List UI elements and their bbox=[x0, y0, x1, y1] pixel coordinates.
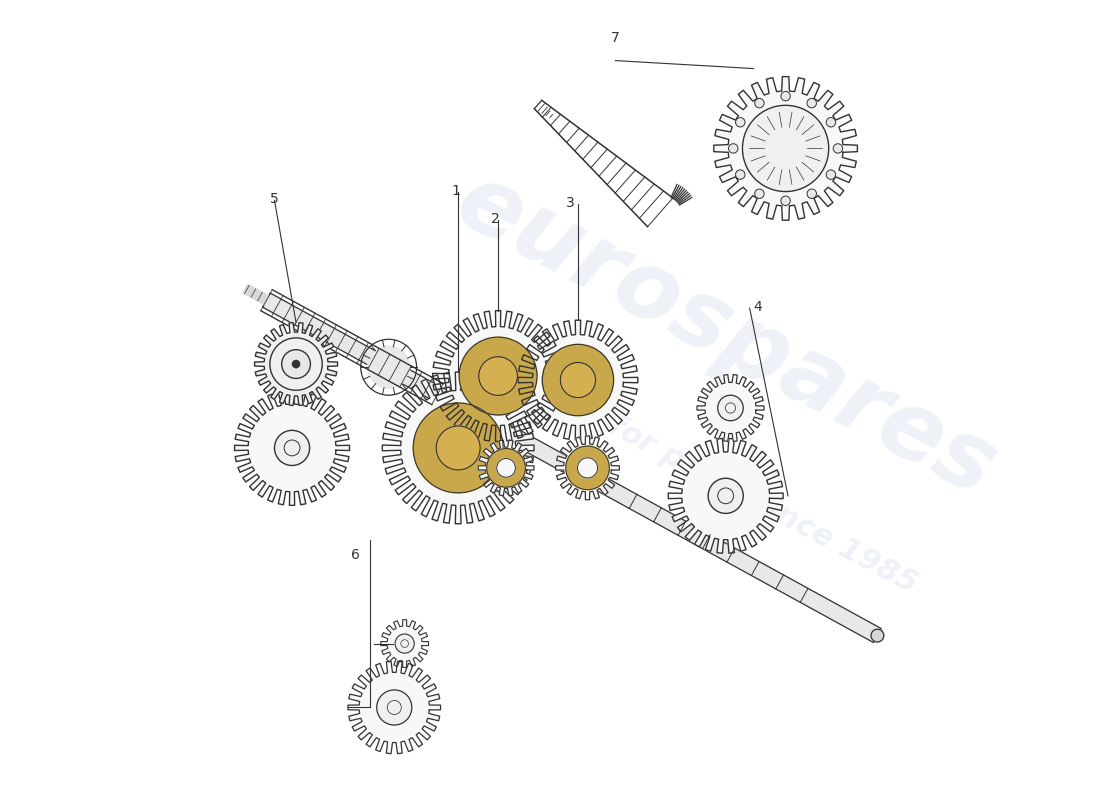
Circle shape bbox=[742, 106, 828, 191]
Circle shape bbox=[487, 449, 526, 487]
Circle shape bbox=[833, 144, 843, 153]
Polygon shape bbox=[432, 310, 563, 442]
Circle shape bbox=[414, 403, 503, 493]
Circle shape bbox=[736, 170, 745, 179]
Circle shape bbox=[755, 98, 764, 108]
Circle shape bbox=[781, 91, 790, 101]
Polygon shape bbox=[669, 438, 783, 554]
Circle shape bbox=[459, 337, 537, 415]
Circle shape bbox=[736, 118, 745, 127]
Polygon shape bbox=[518, 320, 638, 440]
Circle shape bbox=[292, 360, 300, 368]
Circle shape bbox=[807, 98, 816, 108]
Text: 3: 3 bbox=[565, 196, 574, 210]
Circle shape bbox=[826, 170, 836, 179]
Circle shape bbox=[826, 118, 836, 127]
Circle shape bbox=[565, 446, 609, 490]
Polygon shape bbox=[348, 662, 440, 754]
Polygon shape bbox=[556, 436, 619, 500]
Circle shape bbox=[728, 144, 738, 153]
Polygon shape bbox=[478, 440, 534, 496]
Polygon shape bbox=[714, 77, 857, 220]
Polygon shape bbox=[254, 322, 338, 406]
Polygon shape bbox=[263, 293, 881, 642]
Polygon shape bbox=[234, 390, 350, 506]
Circle shape bbox=[560, 362, 595, 398]
Polygon shape bbox=[383, 372, 534, 524]
Text: 7: 7 bbox=[612, 30, 620, 45]
Circle shape bbox=[781, 196, 790, 206]
Polygon shape bbox=[697, 374, 764, 442]
Circle shape bbox=[282, 350, 310, 378]
Text: 1: 1 bbox=[451, 184, 460, 198]
Text: 6: 6 bbox=[352, 548, 361, 562]
Text: a passion for parts since 1985: a passion for parts since 1985 bbox=[450, 329, 922, 598]
Circle shape bbox=[871, 630, 883, 642]
Circle shape bbox=[376, 690, 411, 725]
Circle shape bbox=[708, 478, 744, 514]
Circle shape bbox=[578, 458, 597, 478]
Text: 2: 2 bbox=[492, 212, 500, 226]
Circle shape bbox=[395, 634, 415, 653]
Circle shape bbox=[542, 344, 614, 416]
Circle shape bbox=[755, 189, 764, 198]
Text: 5: 5 bbox=[271, 192, 279, 206]
Circle shape bbox=[807, 189, 816, 198]
Circle shape bbox=[437, 426, 480, 470]
Circle shape bbox=[478, 357, 517, 395]
Circle shape bbox=[275, 430, 309, 466]
Text: 4: 4 bbox=[754, 300, 762, 314]
Text: eurospares: eurospares bbox=[440, 155, 1011, 517]
Polygon shape bbox=[243, 285, 268, 304]
Circle shape bbox=[367, 346, 409, 388]
Circle shape bbox=[497, 458, 516, 478]
Circle shape bbox=[717, 395, 744, 421]
Polygon shape bbox=[381, 620, 429, 667]
